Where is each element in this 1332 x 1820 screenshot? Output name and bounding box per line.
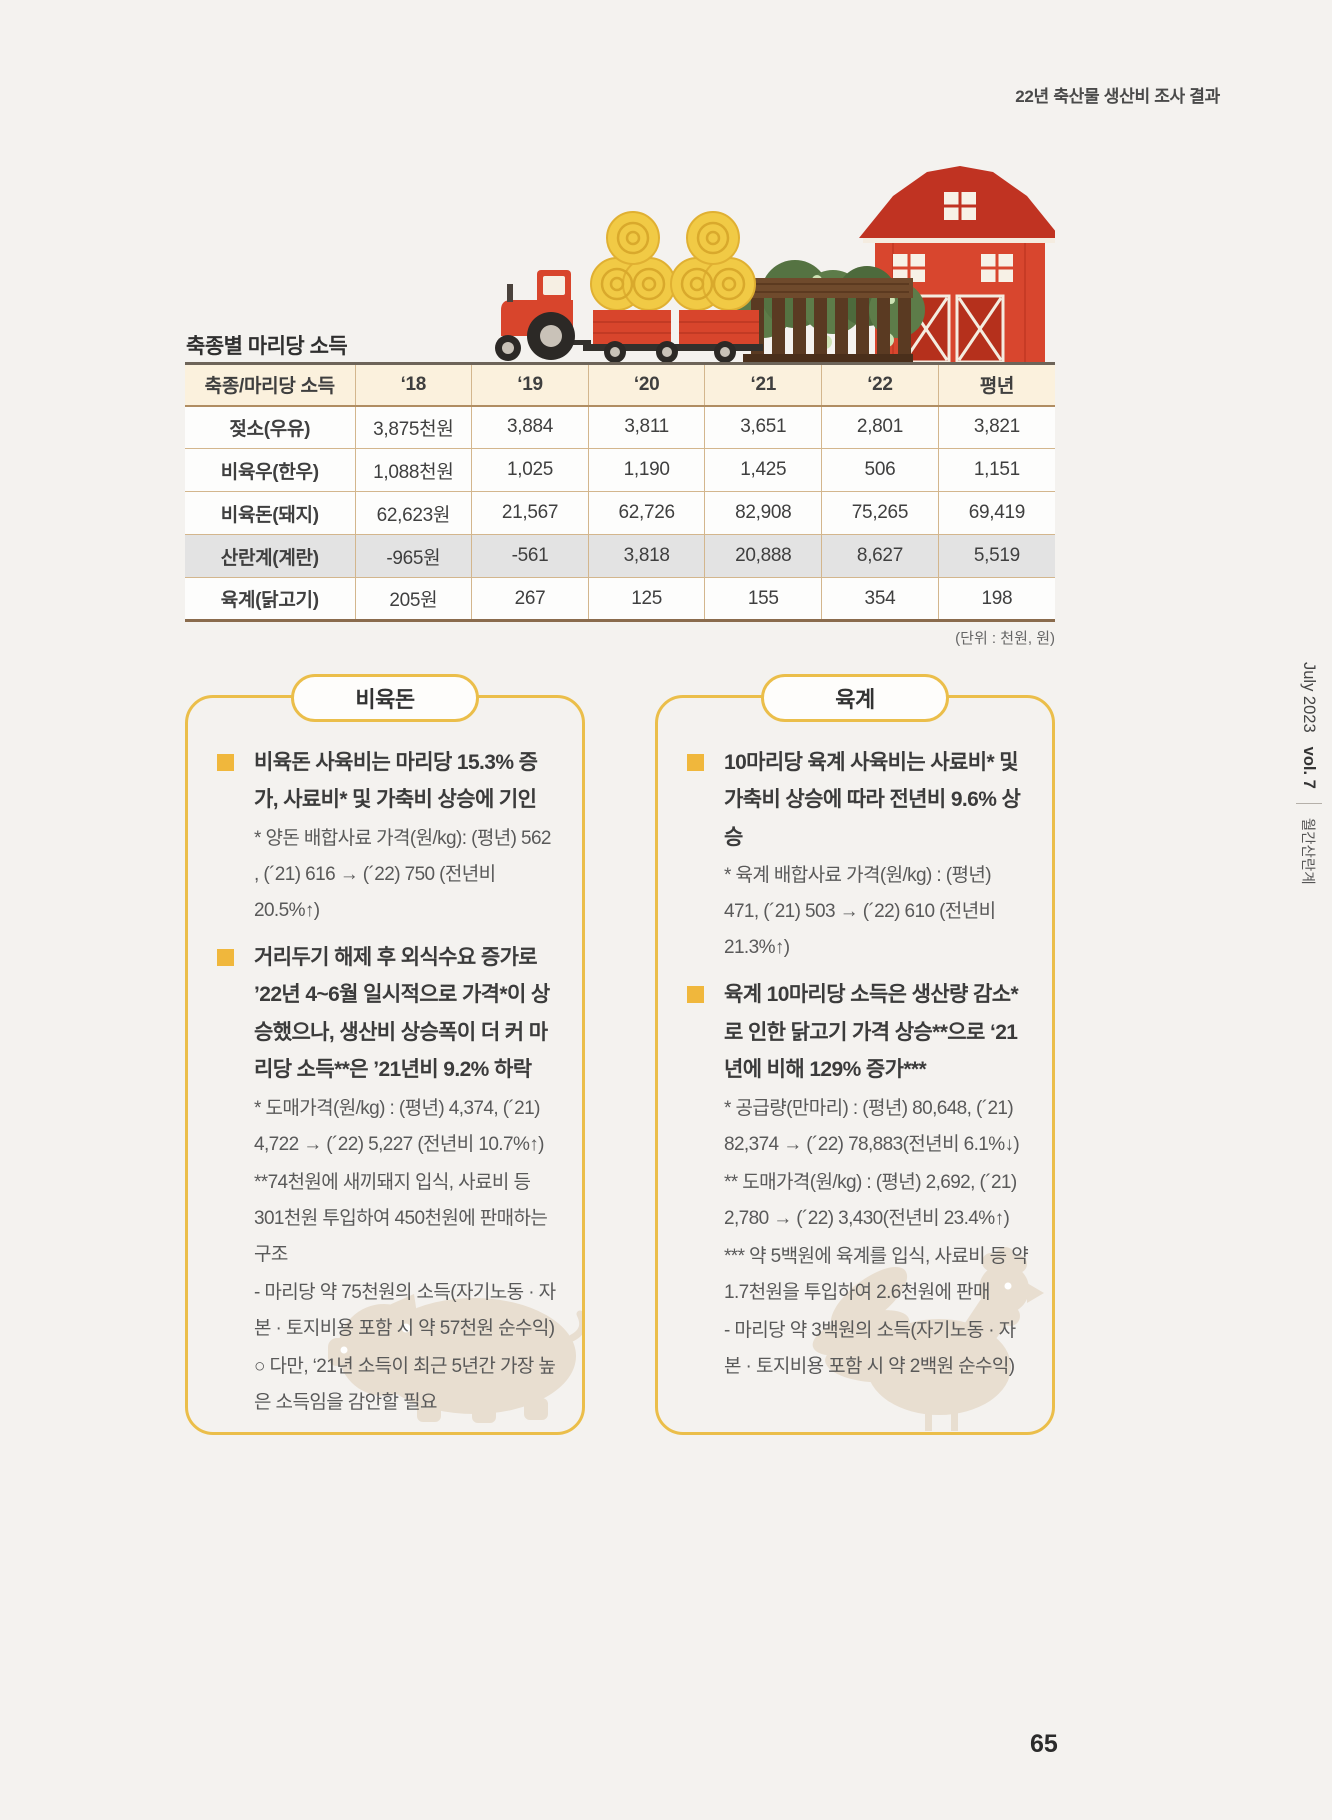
column-header: 평년 [937,363,1055,407]
column-header: ‘18 [354,363,472,407]
note-item: - 마리당 약 75천원의 소득(자기노동 · 자본 · 토지비용 포함 시 약… [254,1282,556,1340]
bullet-square-icon [217,949,234,967]
note-item: * 공급량(만마리) : (평년) 80,648, (´21) 82,374 →… [724,1097,1020,1155]
bullet-square-icon [217,754,234,771]
note-item: **74천원에 새끼돼지 입식, 사료비 등 301천원 투입하여 450천원에… [254,1171,548,1265]
table-cell: 20,888 [704,534,822,578]
page-number: 65 [1030,1730,1058,1758]
bullet-square-icon [687,754,704,771]
box-title: 육계 [761,674,949,722]
income-table: 축종/마리당 소득 ‘18 ‘19 ‘20 ‘21 ‘22 평년 젖소(우유) 3,875천원… [185,362,1055,622]
tractor-icon [495,270,591,361]
note-item: * 도매가격(원/kg) : (평년) 4,374, (´21) 4,722 →… [254,1097,544,1155]
box-title: 비육돈 [291,674,479,722]
table-row: 비육우(한우) 1,088천원 1,025 1,190 1,425 506 1,151 [185,448,1055,492]
table-cell: 1,425 [704,448,822,492]
row-label: 비육돈(돼지) [185,491,355,535]
farm-illustration [495,166,1055,362]
note-item: *** 약 5백원에 육계를 입식, 사료비 등 약 1.7천원을 투입하여 2… [724,1245,1029,1303]
column-header: ‘22 [821,363,939,407]
bullet-item: 비육돈 사육비는 마리당 15.3% 증가, 사료비* 및 가축비 상승에 기인 [212,744,560,819]
row-label: 육계(닭고기) [185,577,355,621]
table-cell: 3,818 [587,534,705,578]
table-row: 육계(닭고기) 205원 267 125 155 354 198 [185,577,1055,621]
bullet-text: 10마리당 육계 사육비는 사료비* 및 가축비 상승에 따라 전년비 9.6%… [724,751,1021,849]
note-item: * 육계 배합사료 가격(원/kg) : (평년) 471, (´21) 503… [724,865,996,959]
table-cell: 125 [587,577,705,621]
info-box-broiler: 육계 10마리당 육계 사육비는 사료비* 및 가축비 [655,674,1055,1435]
column-header: 축종/마리당 소득 [185,363,355,407]
table-cell: 3,884 [471,405,589,449]
table-cell: 3,821 [937,405,1055,449]
fence-icon [743,278,913,362]
table-cell: 82,908 [704,491,822,535]
note-item: ○ 다만, ‘21년 소득이 최근 5년간 가장 높은 소득임을 감안할 필요 [254,1356,556,1414]
table-cell: 198 [937,577,1055,621]
bullet-text: 거리두기 해제 후 외식수요 증가로 ’22년 4~6월 일시적으로 가격*이 … [254,946,550,1082]
table-row: 산란계(계란) -965원 -561 3,818 20,888 8,627 5,519 [185,534,1055,578]
table-cell: 3,651 [704,405,822,449]
table-cell: 506 [821,448,939,492]
table-row: 젖소(우유) 3,875천원 3,884 3,811 3,651 2,801 3,821 [185,405,1055,449]
table-cell: 21,567 [471,491,589,535]
table-cell: 354 [821,577,939,621]
table-cell: 5,519 [937,534,1055,578]
column-header: ‘21 [704,363,822,407]
bullet-item: 10마리당 육계 사육비는 사료비* 및 가축비 상승에 따라 전년비 9.6%… [682,744,1030,856]
table-cell: -561 [471,534,589,578]
sidebar-issue: July 2023 [1300,662,1319,733]
box-content: 10마리당 육계 사육비는 사료비* 및 가축비 상승에 따라 전년비 9.6%… [658,698,1052,1385]
sidebar-volume: vol. 7 [1300,746,1319,789]
box-clip: 비육돈 사육비는 마리당 15.3% 증가, 사료비* 및 가축비 상승에 기인… [188,698,582,1432]
row-label: 젖소(우유) [229,418,311,440]
table-cell: 267 [471,577,589,621]
table-cell: 1,151 [937,448,1055,492]
income-table-body: 젖소(우유) 3,875천원 3,884 3,811 3,651 2,801 3,821 비육… [185,405,1055,621]
row-label: 비육우(한우) [185,448,355,492]
bullet-text: 비육돈 사육비는 마리당 15.3% 증가, 사료비* 및 가축비 상승에 기인 [254,751,538,812]
table-cell: 1,088천원 [354,448,472,492]
table-cell: 3,811 [587,405,705,449]
barn-icon [859,166,1055,362]
bullet-item: 거리두기 해제 후 외식수요 증가로 ’22년 4~6월 일시적으로 가격*이 … [212,939,560,1089]
table-cell: 62,726 [587,491,705,535]
table-title: 축종별 마리당 소득 [186,335,348,358]
table-cell: 75,265 [821,491,939,535]
table-cell: 3,875천원 [354,405,472,449]
column-header: ‘20 [587,363,705,407]
hay-wagon-icon [583,211,763,362]
info-box-pig: 비육돈 비육돈 사육비는 마리당 15.3% 증가, 사료비* 및 가축비 상승… [185,674,585,1435]
table-cell: 2,801 [821,405,939,449]
table-cell: 155 [704,577,822,621]
sidebar-divider [1296,802,1322,804]
bullet-item: 육계 10마리당 소득은 생산량 감소*로 인한 닭고기 가격 상승**으로 ‘… [682,976,1030,1088]
unit-note: (단위 : 천원, 원) [955,630,1055,647]
column-header: ‘19 [471,363,589,407]
table-cell: -965원 [354,534,472,578]
box-content: 비육돈 사육비는 마리당 15.3% 증가, 사료비* 및 가축비 상승에 기인… [188,698,582,1421]
sidebar-vertical: July 2023 vol. 7 월간산란계 [1296,662,1322,885]
table-cell: 62,623원 [354,491,472,535]
table-cell: 1,025 [471,448,589,492]
table-cell: 1,190 [587,448,705,492]
pig-silhouette-icon [328,1294,582,1423]
income-table-head-row: 축종/마리당 소득 ‘18 ‘19 ‘20 ‘21 ‘22 평년 [185,363,1055,407]
row-label: 산란계(계란) [185,534,355,578]
table-cell: 8,627 [821,534,939,578]
note-item: ** 도매가격(원/kg) : (평년) 2,692, (´21) 2,780 … [724,1171,1017,1229]
note-item: - 마리당 약 3백원의 소득(자기노동 · 자본 · 토지비용 포함 시 약 … [724,1320,1016,1378]
sidebar-magazine: 월간산란계 [1299,817,1316,885]
bullet-square-icon [687,986,704,1004]
table-cell: 205원 [354,577,472,621]
bullet-text: 육계 10마리당 소득은 생산량 감소*로 인한 닭고기 가격 상승**으로 ‘… [724,983,1019,1082]
page-header: 22년 축산물 생산비 조사 결과 [1015,87,1220,106]
note-item: * 양돈 배합사료 가격(원/kg): (평년) 562 , (´21) 616… [254,827,552,921]
table-row: 비육돈(돼지) 62,623원 21,567 62,726 82,908 75,265 69… [185,491,1055,535]
box-clip: 10마리당 육계 사육비는 사료비* 및 가축비 상승에 따라 전년비 9.6%… [658,698,1052,1432]
table-cell: 69,419 [937,491,1055,535]
rooster-silhouette-icon [812,1247,1044,1431]
